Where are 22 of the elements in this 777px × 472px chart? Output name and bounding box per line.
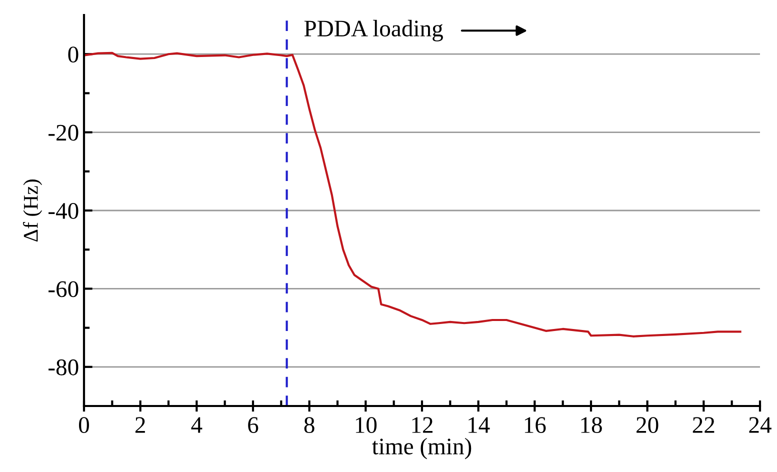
y-tick-label: -60 — [48, 281, 78, 298]
x-tick-label: 16 — [524, 417, 546, 434]
x-axis-title: time (min) — [372, 438, 472, 460]
x-tick-label: 4 — [191, 417, 202, 433]
x-tick-label: 12 — [412, 417, 433, 433]
y-axis-title: Δf (Hz) — [23, 180, 42, 242]
y-tick-label: -80 — [48, 359, 78, 376]
annotation: PDDA loading — [304, 20, 443, 42]
x-tick-label: 14 — [468, 417, 490, 433]
x-tick-label: 6 — [248, 417, 258, 434]
x-tick-label: 20 — [636, 417, 658, 434]
x-tick-label: 24 — [749, 417, 772, 433]
x-tick-label: 2 — [135, 417, 145, 433]
line-series — [84, 52, 742, 338]
x-tick-label: 10 — [356, 417, 377, 434]
y-tick-label: 0 — [68, 46, 78, 63]
x-tick-label: 18 — [581, 417, 602, 434]
x-tick-label: 22 — [692, 417, 714, 433]
y-tick-label: -40 — [48, 202, 78, 219]
x-tick-label: 8 — [304, 417, 314, 434]
x-tick-label: 0 — [78, 417, 90, 434]
y-tick-label: -20 — [48, 124, 78, 141]
